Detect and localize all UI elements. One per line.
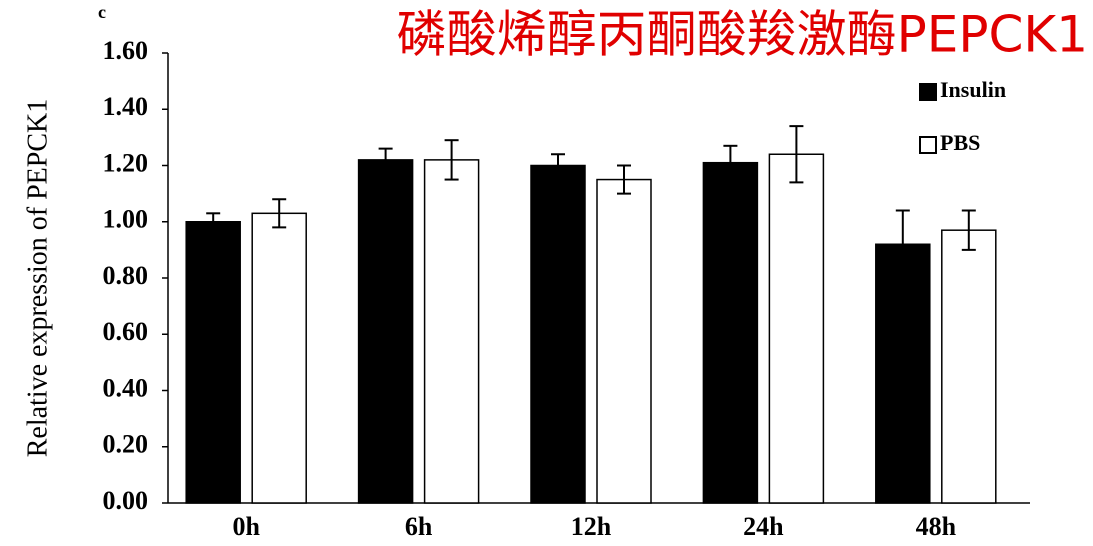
panel-label: c xyxy=(98,2,106,22)
x-tick-label: 12h xyxy=(571,512,612,541)
y-tick-label: 0.80 xyxy=(103,261,149,290)
legend-label: PBS xyxy=(940,130,980,155)
bar xyxy=(251,212,307,504)
bar xyxy=(702,161,759,504)
legend-swatch xyxy=(919,83,937,101)
y-tick-label: 0.40 xyxy=(103,373,149,402)
bar xyxy=(530,164,586,504)
x-tick-label: 6h xyxy=(405,512,433,541)
y-tick-label: 0.20 xyxy=(103,430,149,459)
y-tick-label: 1.40 xyxy=(103,92,149,121)
legend-swatch xyxy=(919,136,937,154)
error-bar xyxy=(789,125,804,184)
error-bar xyxy=(617,164,631,195)
chart-title: 磷酸烯醇丙酮酸羧激酶PEPCK1 xyxy=(397,6,1088,64)
x-tick-label: 0h xyxy=(232,512,260,541)
bar xyxy=(768,153,825,504)
bar xyxy=(423,159,480,504)
y-axis-label: Relative expression of PEPCK1 xyxy=(22,99,53,458)
error-bar xyxy=(444,139,459,181)
legend-label: Insulin xyxy=(940,77,1006,102)
bar xyxy=(941,229,997,504)
bar xyxy=(185,221,241,504)
y-tick-label: 1.60 xyxy=(103,36,149,65)
x-tick-label: 48h xyxy=(916,512,957,541)
bar xyxy=(596,178,652,504)
error-bar xyxy=(895,209,910,279)
y-tick-label: 0.00 xyxy=(103,486,149,515)
y-tick-label: 0.60 xyxy=(103,317,149,346)
error-bar xyxy=(961,209,976,251)
bar xyxy=(357,159,414,504)
error-bar xyxy=(551,153,565,178)
y-tick-label: 1.00 xyxy=(103,205,149,234)
error-bar xyxy=(723,144,738,181)
bar xyxy=(875,243,931,504)
error-bar xyxy=(272,198,287,229)
error-bar xyxy=(206,212,221,232)
error-bar xyxy=(378,147,393,173)
y-tick-label: 1.20 xyxy=(103,148,149,177)
x-tick-label: 24h xyxy=(743,512,784,541)
